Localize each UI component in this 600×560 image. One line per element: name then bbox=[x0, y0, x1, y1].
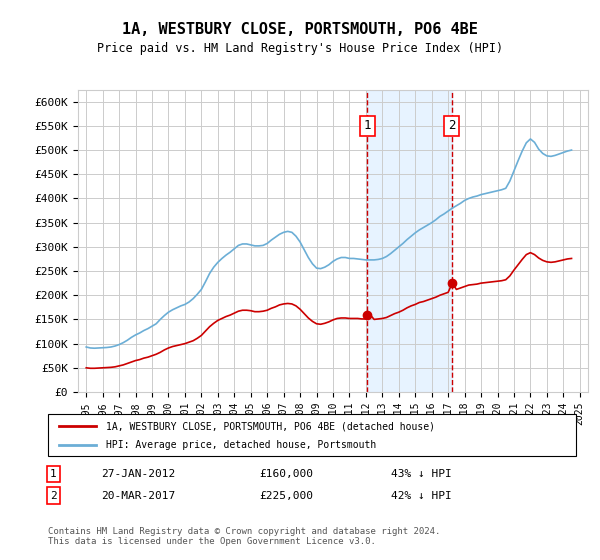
Text: HPI: Average price, detached house, Portsmouth: HPI: Average price, detached house, Port… bbox=[106, 440, 376, 450]
FancyBboxPatch shape bbox=[48, 414, 576, 456]
Text: 1: 1 bbox=[50, 469, 56, 479]
Text: 1A, WESTBURY CLOSE, PORTSMOUTH, PO6 4BE (detached house): 1A, WESTBURY CLOSE, PORTSMOUTH, PO6 4BE … bbox=[106, 421, 435, 431]
Text: 1: 1 bbox=[364, 119, 371, 132]
Text: £160,000: £160,000 bbox=[259, 469, 313, 479]
Text: 43% ↓ HPI: 43% ↓ HPI bbox=[391, 469, 452, 479]
Text: £225,000: £225,000 bbox=[259, 491, 313, 501]
Text: 1A, WESTBURY CLOSE, PORTSMOUTH, PO6 4BE: 1A, WESTBURY CLOSE, PORTSMOUTH, PO6 4BE bbox=[122, 22, 478, 38]
Text: 27-JAN-2012: 27-JAN-2012 bbox=[101, 469, 175, 479]
Bar bbox=[367, 90, 452, 392]
Text: 2: 2 bbox=[448, 119, 455, 132]
Text: 42% ↓ HPI: 42% ↓ HPI bbox=[391, 491, 452, 501]
Text: 2: 2 bbox=[50, 491, 56, 501]
Text: Price paid vs. HM Land Registry's House Price Index (HPI): Price paid vs. HM Land Registry's House … bbox=[97, 42, 503, 55]
Text: 20-MAR-2017: 20-MAR-2017 bbox=[101, 491, 175, 501]
Text: Contains HM Land Registry data © Crown copyright and database right 2024.
This d: Contains HM Land Registry data © Crown c… bbox=[48, 526, 440, 546]
